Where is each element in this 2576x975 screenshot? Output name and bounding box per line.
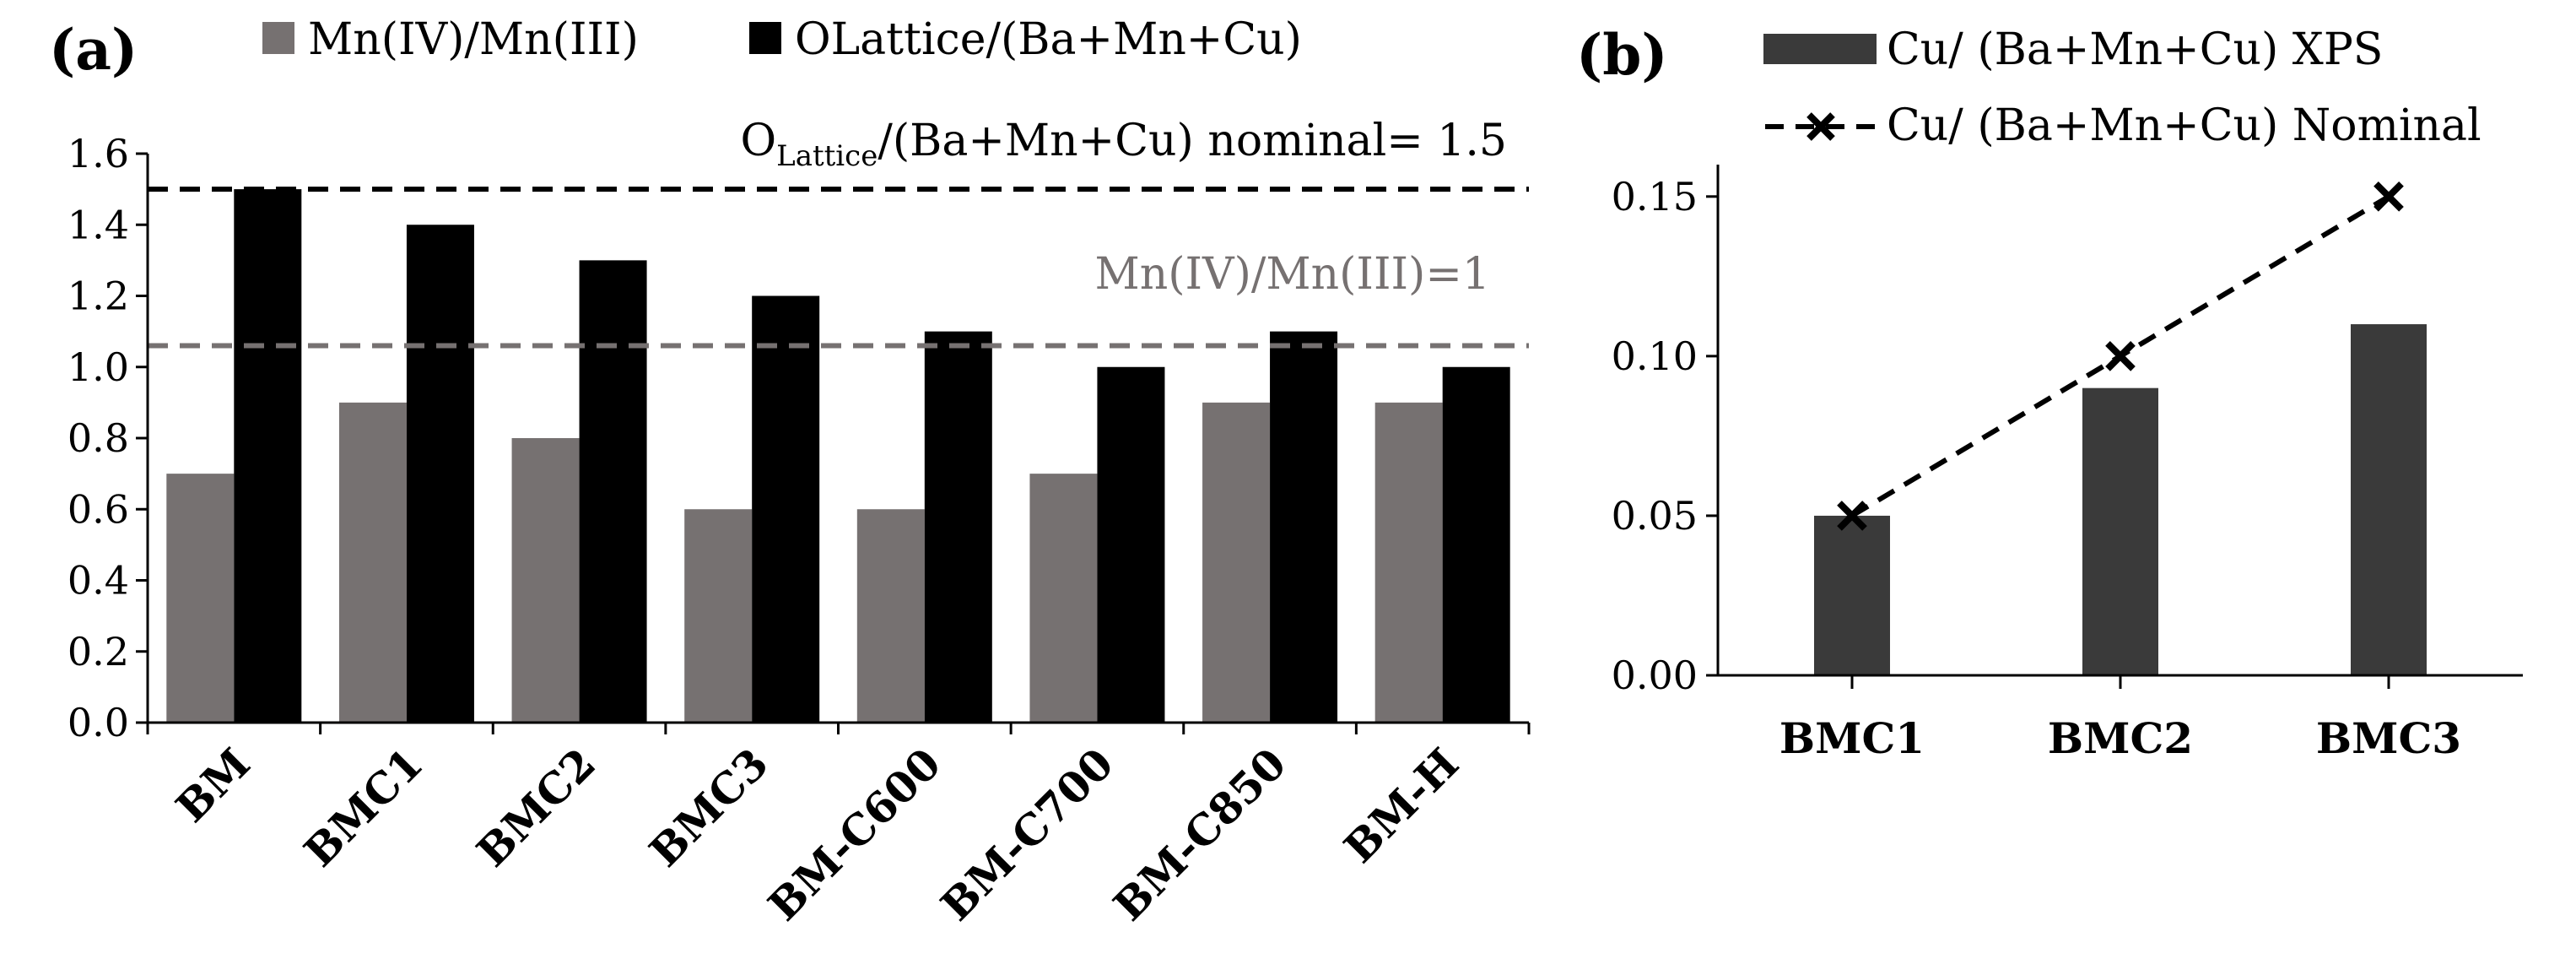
y-tick-label-a: 1.0 xyxy=(68,344,129,390)
legend-label-nominal: Cu/ (Ba+Mn+Cu) Nominal xyxy=(1887,100,2481,151)
bar-xps xyxy=(2082,387,2158,675)
y-tick-label-a: 0.6 xyxy=(68,486,129,532)
category-label-a: BMC3 xyxy=(640,739,777,876)
bar-olattice xyxy=(1270,331,1338,723)
marker-nominal xyxy=(1837,501,1867,531)
bar-mn-ratio xyxy=(1029,474,1098,723)
category-label-a: BM-H xyxy=(1334,739,1468,873)
bar-xps xyxy=(2351,324,2427,675)
y-tick-label-b: 0.15 xyxy=(1612,174,1698,219)
y-tick-label-a: 1.4 xyxy=(68,202,129,247)
y-tick-label-b: 0.10 xyxy=(1612,333,1698,379)
bar-olattice xyxy=(1097,366,1165,723)
bar-olattice xyxy=(406,225,474,723)
ref-label-mn-ratio: Mn(IV)/Mn(III)=1 xyxy=(1094,249,1490,300)
category-label-b: BMC1 xyxy=(1779,713,1925,763)
category-label-a: BMC2 xyxy=(467,739,605,876)
bar-olattice xyxy=(234,189,302,723)
legend-label-xps: Cu/ (Ba+Mn+Cu) XPS xyxy=(1887,24,2383,75)
panel-a-chart: (a) Mn(IV)/Mn(III) OLattice/(Ba+Mn+Cu) 0… xyxy=(49,14,1531,930)
bar-mn-ratio xyxy=(856,509,925,723)
legend-swatch-xps xyxy=(1763,34,1877,64)
marker-nominal xyxy=(2373,181,2404,212)
legend-marker-nominal xyxy=(1806,112,1835,141)
y-tick-label-a: 0.2 xyxy=(68,629,129,674)
y-tick-label-a: 1.2 xyxy=(68,274,129,319)
bar-xps xyxy=(1814,515,1890,675)
legend-label-olattice: OLattice/(Ba+Mn+Cu) xyxy=(795,14,1302,65)
marker-nominal xyxy=(2105,341,2136,371)
panel-b-label: (b) xyxy=(1576,22,1668,88)
legend-swatch-olattice xyxy=(749,22,781,54)
bar-mn-ratio xyxy=(1374,402,1443,723)
bar-olattice xyxy=(1442,366,1510,723)
bar-olattice xyxy=(752,295,820,723)
bar-olattice xyxy=(579,260,647,723)
legend-swatch-mn-ratio xyxy=(262,22,294,54)
bar-mn-ratio xyxy=(338,402,407,723)
y-tick-label-a: 0.4 xyxy=(68,558,129,604)
bar-mn-ratio xyxy=(166,474,235,723)
category-label-a: BMC1 xyxy=(294,739,432,876)
panel-b-chart: (b) Cu/ (Ba+Mn+Cu) XPS Cu/ (Ba+Mn+Cu) No… xyxy=(1576,22,2523,763)
bar-mn-ratio xyxy=(1202,402,1271,723)
category-label-a: BM-C700 xyxy=(932,739,1123,930)
y-tick-label-a: 0.0 xyxy=(68,700,129,745)
category-label-a: BM-C600 xyxy=(759,739,950,930)
y-tick-label-b: 0.05 xyxy=(1612,493,1698,539)
y-tick-label-a: 0.8 xyxy=(68,415,129,461)
category-label-a: BM xyxy=(166,739,260,832)
panel-a-label: (a) xyxy=(49,17,138,83)
bar-mn-ratio xyxy=(684,509,753,723)
bar-mn-ratio xyxy=(511,438,580,723)
legend-label-mn-ratio: Mn(IV)/Mn(III) xyxy=(308,14,639,65)
category-label-b: BMC3 xyxy=(2316,713,2461,763)
bar-olattice xyxy=(924,331,992,723)
category-label-b: BMC2 xyxy=(2048,713,2193,763)
y-tick-label-b: 0.00 xyxy=(1612,653,1698,698)
ref-label-olattice-nominal: OLattice/(Ba+Mn+Cu) nominal= 1.5 xyxy=(740,116,1507,173)
y-tick-label-a: 1.6 xyxy=(68,131,129,176)
category-label-a: BM-C850 xyxy=(1104,739,1295,930)
